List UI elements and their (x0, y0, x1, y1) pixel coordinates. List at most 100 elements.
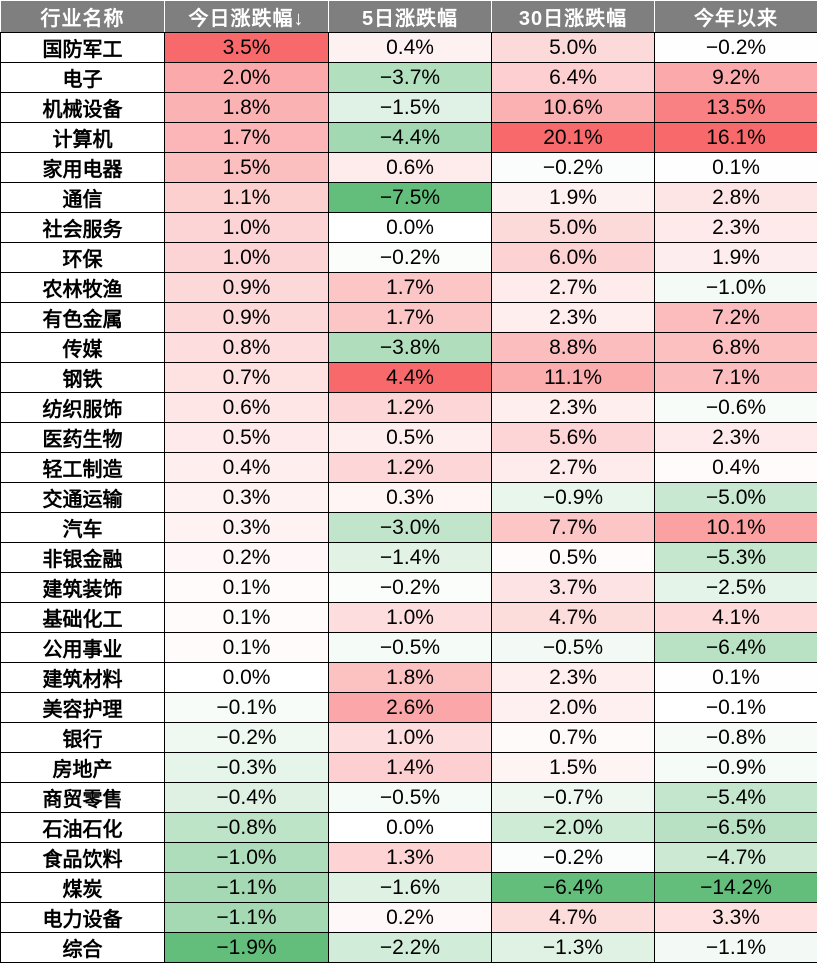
30day-change-cell[interactable]: 10.6% (492, 93, 655, 123)
industry-name-cell[interactable]: 轻工制造 (1, 453, 165, 483)
5day-change-cell[interactable]: −0.5% (329, 633, 492, 663)
today-change-cell[interactable]: 1.8% (165, 93, 329, 123)
5day-change-cell[interactable]: 1.0% (329, 723, 492, 753)
today-change-cell[interactable]: −0.1% (165, 693, 329, 723)
today-change-cell[interactable]: 0.7% (165, 363, 329, 393)
30day-change-cell[interactable]: 6.4% (492, 63, 655, 93)
industry-name-cell[interactable]: 银行 (1, 723, 165, 753)
today-change-cell[interactable]: 0.9% (165, 273, 329, 303)
30day-change-cell[interactable]: −0.9% (492, 483, 655, 513)
today-change-cell[interactable]: −0.4% (165, 783, 329, 813)
industry-name-cell[interactable]: 通信 (1, 183, 165, 213)
today-change-cell[interactable]: 0.0% (165, 663, 329, 693)
ytd-change-cell[interactable]: −0.9% (655, 753, 817, 783)
industry-name-cell[interactable]: 房地产 (1, 753, 165, 783)
5day-change-cell[interactable]: −0.2% (329, 243, 492, 273)
5day-change-cell[interactable]: −0.5% (329, 783, 492, 813)
30day-change-cell[interactable]: 2.3% (492, 393, 655, 423)
30day-change-cell[interactable]: 2.7% (492, 453, 655, 483)
ytd-change-cell[interactable]: −0.2% (655, 33, 817, 63)
industry-name-cell[interactable]: 农林牧渔 (1, 273, 165, 303)
5day-change-cell[interactable]: 1.2% (329, 393, 492, 423)
today-change-cell[interactable]: 1.1% (165, 183, 329, 213)
ytd-change-cell[interactable]: 2.3% (655, 213, 817, 243)
industry-name-cell[interactable]: 医药生物 (1, 423, 165, 453)
ytd-change-cell[interactable]: 7.2% (655, 303, 817, 333)
ytd-change-cell[interactable]: 3.3% (655, 903, 817, 933)
5day-change-cell[interactable]: 1.2% (329, 453, 492, 483)
5day-change-cell[interactable]: 1.4% (329, 753, 492, 783)
5day-change-cell[interactable]: 0.4% (329, 33, 492, 63)
5day-change-cell[interactable]: −1.4% (329, 543, 492, 573)
5day-change-cell[interactable]: 0.5% (329, 423, 492, 453)
today-change-cell[interactable]: 1.5% (165, 153, 329, 183)
today-change-cell[interactable]: 3.5% (165, 33, 329, 63)
ytd-change-cell[interactable]: 7.1% (655, 363, 817, 393)
today-change-cell[interactable]: −1.0% (165, 843, 329, 873)
30day-change-cell[interactable]: 2.7% (492, 273, 655, 303)
today-change-cell[interactable]: −0.8% (165, 813, 329, 843)
industry-name-cell[interactable]: 纺织服饰 (1, 393, 165, 423)
ytd-change-cell[interactable]: 16.1% (655, 123, 817, 153)
today-change-cell[interactable]: 0.4% (165, 453, 329, 483)
ytd-change-cell[interactable]: −2.5% (655, 573, 817, 603)
header-today-change-sorted[interactable]: 今日涨跌幅↓ (165, 1, 329, 33)
industry-name-cell[interactable]: 商贸零售 (1, 783, 165, 813)
ytd-change-cell[interactable]: 0.1% (655, 663, 817, 693)
industry-name-cell[interactable]: 煤炭 (1, 873, 165, 903)
today-change-cell[interactable]: 0.8% (165, 333, 329, 363)
5day-change-cell[interactable]: −3.0% (329, 513, 492, 543)
30day-change-cell[interactable]: 3.7% (492, 573, 655, 603)
today-change-cell[interactable]: −1.1% (165, 903, 329, 933)
30day-change-cell[interactable]: 6.0% (492, 243, 655, 273)
30day-change-cell[interactable]: 2.0% (492, 693, 655, 723)
30day-change-cell[interactable]: −1.3% (492, 933, 655, 963)
5day-change-cell[interactable]: −2.2% (329, 933, 492, 963)
ytd-change-cell[interactable]: −5.3% (655, 543, 817, 573)
5day-change-cell[interactable]: 4.4% (329, 363, 492, 393)
ytd-change-cell[interactable]: 0.4% (655, 453, 817, 483)
30day-change-cell[interactable]: −0.2% (492, 843, 655, 873)
today-change-cell[interactable]: −0.3% (165, 753, 329, 783)
30day-change-cell[interactable]: 2.3% (492, 303, 655, 333)
industry-name-cell[interactable]: 机械设备 (1, 93, 165, 123)
5day-change-cell[interactable]: −0.2% (329, 573, 492, 603)
30day-change-cell[interactable]: −6.4% (492, 873, 655, 903)
ytd-change-cell[interactable]: −1.0% (655, 273, 817, 303)
5day-change-cell[interactable]: 2.6% (329, 693, 492, 723)
industry-name-cell[interactable]: 钢铁 (1, 363, 165, 393)
ytd-change-cell[interactable]: 2.8% (655, 183, 817, 213)
industry-name-cell[interactable]: 传媒 (1, 333, 165, 363)
today-change-cell[interactable]: 0.6% (165, 393, 329, 423)
header-ytd-change[interactable]: 今年以来 (655, 1, 817, 33)
5day-change-cell[interactable]: 1.0% (329, 603, 492, 633)
5day-change-cell[interactable]: −3.8% (329, 333, 492, 363)
30day-change-cell[interactable]: 1.9% (492, 183, 655, 213)
today-change-cell[interactable]: 1.0% (165, 213, 329, 243)
industry-name-cell[interactable]: 建筑装饰 (1, 573, 165, 603)
today-change-cell[interactable]: 0.3% (165, 483, 329, 513)
today-change-cell[interactable]: 0.1% (165, 603, 329, 633)
5day-change-cell[interactable]: 1.7% (329, 303, 492, 333)
ytd-change-cell[interactable]: −0.1% (655, 693, 817, 723)
industry-name-cell[interactable]: 汽车 (1, 513, 165, 543)
industry-name-cell[interactable]: 电力设备 (1, 903, 165, 933)
industry-name-cell[interactable]: 电子 (1, 63, 165, 93)
5day-change-cell[interactable]: 1.3% (329, 843, 492, 873)
today-change-cell[interactable]: −1.1% (165, 873, 329, 903)
ytd-change-cell[interactable]: −1.1% (655, 933, 817, 963)
30day-change-cell[interactable]: −0.5% (492, 633, 655, 663)
30day-change-cell[interactable]: 0.7% (492, 723, 655, 753)
5day-change-cell[interactable]: 1.8% (329, 663, 492, 693)
header-30day-change[interactable]: 30日涨跌幅 (492, 1, 655, 33)
30day-change-cell[interactable]: 7.7% (492, 513, 655, 543)
30day-change-cell[interactable]: 0.5% (492, 543, 655, 573)
ytd-change-cell[interactable]: −0.6% (655, 393, 817, 423)
30day-change-cell[interactable]: 1.5% (492, 753, 655, 783)
today-change-cell[interactable]: 0.3% (165, 513, 329, 543)
30day-change-cell[interactable]: −0.7% (492, 783, 655, 813)
today-change-cell[interactable]: 0.9% (165, 303, 329, 333)
today-change-cell[interactable]: 1.7% (165, 123, 329, 153)
header-5day-change[interactable]: 5日涨跌幅 (329, 1, 492, 33)
ytd-change-cell[interactable]: −5.4% (655, 783, 817, 813)
